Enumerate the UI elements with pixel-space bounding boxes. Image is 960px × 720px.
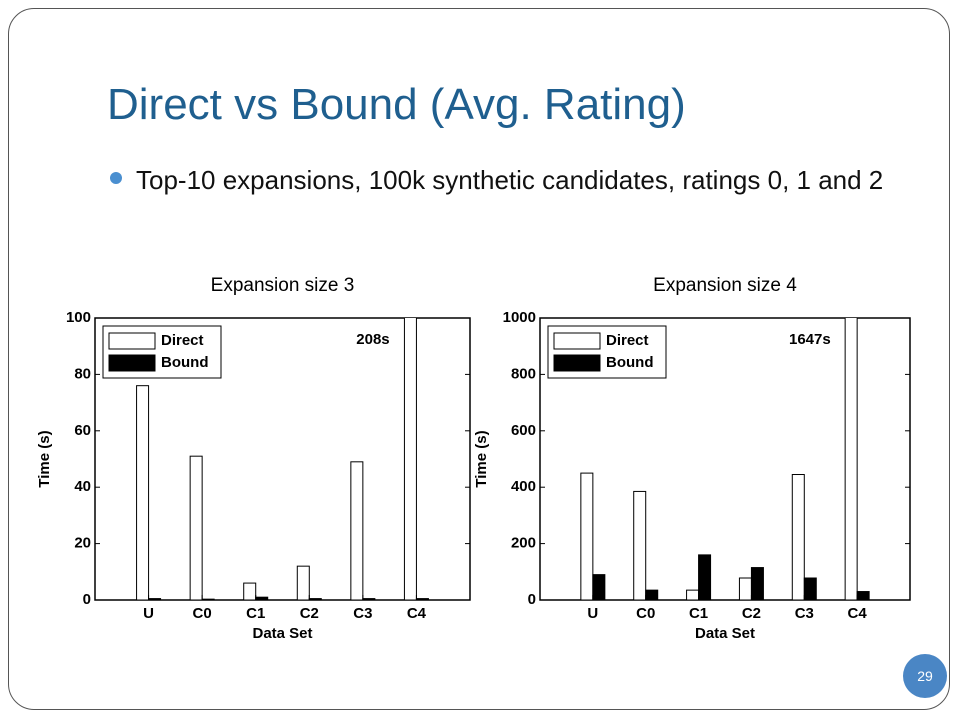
legend-swatch (108, 354, 156, 372)
bar (403, 318, 417, 600)
legend-label: Bound (161, 354, 208, 371)
bar (645, 589, 659, 600)
bar (201, 598, 215, 600)
legend-label: Direct (606, 332, 649, 349)
bar (686, 589, 700, 600)
y-tick-label: 40 (74, 478, 91, 495)
bar (633, 490, 647, 600)
page-number: 29 (903, 654, 947, 698)
bar (362, 598, 376, 600)
bar (580, 472, 594, 600)
y-axis-label: Time (s) (473, 430, 490, 487)
x-axis-label: Data Set (695, 625, 755, 642)
x-tick-label: C3 (353, 605, 372, 622)
chart: Expansion size 3 0 20 40 60 80 100 U C0 C1 C2 C3 C4 D… (36, 275, 471, 642)
chart: Expansion size 4 0 200 400 600 800 1000 U C0 C1 C2… (473, 275, 911, 642)
bar (296, 565, 310, 600)
x-tick-label: C4 (848, 605, 868, 622)
y-tick-label: 0 (528, 591, 536, 608)
slide-frame (8, 8, 950, 710)
bar (791, 474, 805, 600)
x-tick-label: C4 (407, 605, 427, 622)
y-tick-label: 800 (511, 365, 536, 382)
x-tick-label: C2 (300, 605, 319, 622)
y-tick-label: 60 (74, 422, 91, 439)
bar (592, 574, 606, 600)
legend-swatch (108, 332, 156, 350)
x-tick-label: U (587, 605, 598, 622)
bar (415, 598, 429, 600)
x-tick-label: C0 (193, 605, 212, 622)
y-tick-label: 400 (511, 478, 536, 495)
bar (243, 582, 257, 600)
annotation: 1647s (789, 331, 831, 348)
y-tick-label: 200 (511, 535, 536, 552)
bar (136, 385, 150, 600)
bar (255, 596, 269, 600)
bars (580, 318, 870, 600)
y-tick-label: 1000 (503, 309, 536, 326)
y-tick-label: 20 (74, 535, 91, 552)
legend-swatch (553, 332, 601, 350)
bar (844, 318, 858, 600)
y-tick-label: 600 (511, 422, 536, 439)
bar (803, 577, 817, 600)
y-axis-label: Time (s) (36, 430, 53, 487)
bar (189, 455, 203, 600)
legend-label: Bound (606, 354, 653, 371)
legend-label: Direct (161, 332, 204, 349)
bar (750, 567, 764, 600)
bullet-text: Top-10 expansions, 100k synthetic candid… (136, 165, 884, 195)
x-tick-label: C1 (246, 605, 265, 622)
bar (698, 554, 712, 600)
x-tick-label: C0 (636, 605, 655, 622)
bullet-dot (110, 172, 122, 184)
slide-title: Direct vs Bound (Avg. Rating) (107, 80, 686, 129)
bar (308, 598, 322, 600)
x-axis-label: Data Set (252, 625, 312, 642)
annotation: 208s (356, 331, 389, 348)
x-tick-label: C1 (689, 605, 708, 622)
bar (856, 591, 870, 600)
chart-title: Expansion size 3 (211, 275, 355, 296)
bars (136, 318, 429, 600)
x-tick-label: U (143, 605, 154, 622)
bar (148, 598, 162, 600)
y-tick-label: 100 (66, 309, 91, 326)
x-tick-label: C3 (795, 605, 814, 622)
chart-title: Expansion size 4 (653, 275, 797, 296)
bar (738, 577, 752, 600)
y-tick-label: 0 (83, 591, 91, 608)
x-tick-label: C2 (742, 605, 761, 622)
bar (350, 461, 364, 600)
y-tick-label: 80 (74, 365, 91, 382)
legend-swatch (553, 354, 601, 372)
